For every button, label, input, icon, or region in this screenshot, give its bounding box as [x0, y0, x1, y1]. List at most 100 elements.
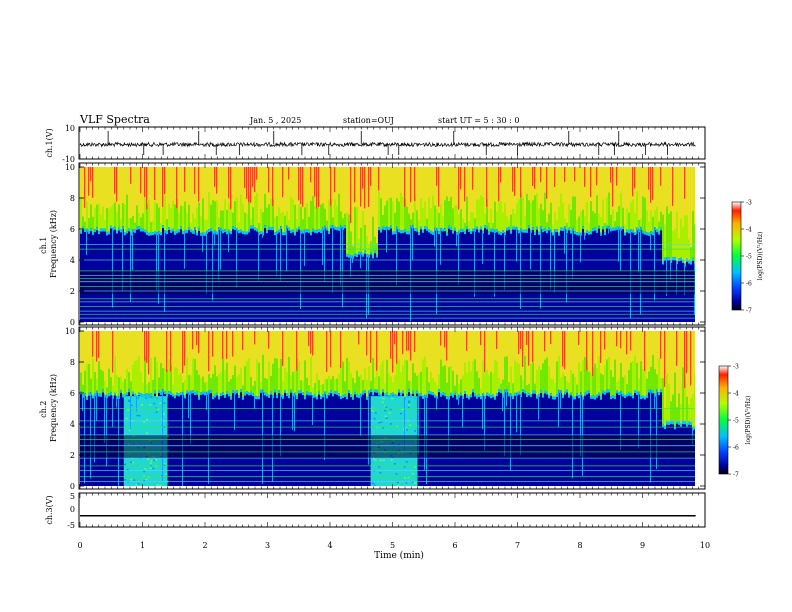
noise-column-upper: [236, 331, 238, 377]
noise-column-upper: [392, 167, 394, 202]
noise-column-upper: [600, 167, 602, 218]
noise-column-upper: [242, 331, 244, 386]
noise-column-upper: [210, 167, 212, 205]
noise-speckle: [390, 459, 393, 461]
sferic-burst: [282, 167, 284, 198]
noise-column-edge: [550, 393, 552, 397]
sferic-burst: [170, 331, 172, 372]
noise-column-edge: [370, 389, 372, 393]
sferic-streak: [236, 228, 237, 288]
noise-column-edge: [396, 394, 398, 398]
noise-column-upper: [208, 167, 210, 193]
noise-column-edge: [446, 396, 448, 400]
noise-speckle: [393, 463, 396, 465]
noise-speckle: [143, 470, 146, 473]
noise-column-upper: [336, 331, 338, 379]
sferic-streak: [638, 391, 639, 449]
noise-column-upper: [210, 331, 212, 379]
noise-column-edge: [412, 390, 414, 394]
noise-column-upper: [694, 331, 695, 374]
ch3-waveform-ylabel: ch.3(V): [45, 495, 54, 524]
noise-column-edge: [422, 395, 424, 399]
noise-speckle: [378, 422, 381, 424]
noise-column-edge: [198, 227, 200, 231]
noise-column-upper: [328, 167, 330, 200]
sferic-streak: [520, 228, 521, 309]
noise-column-upper: [596, 331, 598, 369]
noise-column-upper: [138, 167, 140, 213]
noise-speckle: [125, 417, 128, 420]
noise-column-upper: [244, 331, 246, 367]
noise-column-upper: [194, 331, 196, 360]
noise-column-edge: [308, 229, 310, 233]
noise-column: [658, 331, 660, 393]
noise-column-upper: [296, 167, 298, 220]
noise-column: [150, 331, 152, 394]
noise-column-edge: [478, 394, 480, 398]
noise-column: [276, 331, 278, 396]
noise-speckle: [149, 404, 152, 406]
noise-column-edge: [484, 225, 486, 229]
noise-column-edge: [116, 230, 118, 234]
noise-column: [406, 331, 408, 395]
sferic-streak: [112, 395, 113, 428]
sferic-burst: [546, 167, 548, 199]
sferic-burst: [370, 167, 372, 187]
noise-column-upper: [246, 331, 248, 361]
noise-column-upper: [538, 331, 540, 366]
noise-column-edge: [250, 225, 252, 229]
noise-column-upper: [408, 167, 410, 214]
noise-column-upper: [86, 331, 88, 365]
noise-column-edge: [404, 229, 406, 233]
noise-column-upper: [338, 331, 340, 374]
noise-column-edge: [178, 229, 180, 233]
noise-column-upper: [200, 167, 202, 217]
noise-column: [574, 167, 576, 232]
sferic-burst: [650, 167, 652, 203]
noise-column-upper: [658, 167, 660, 222]
ch2-ytick-label: 4: [70, 420, 75, 429]
noise-column: [578, 331, 580, 396]
noise-column: [474, 331, 476, 394]
noise-column-upper: [306, 167, 308, 204]
noise-column-edge: [142, 228, 144, 232]
noise-column-upper: [258, 331, 260, 363]
noise-column-edge: [690, 261, 692, 265]
noise-column: [208, 167, 210, 230]
noise-column-edge: [674, 426, 676, 430]
noise-column-edge: [266, 393, 268, 397]
sferic-burst: [318, 167, 320, 207]
noise-column-upper: [634, 167, 636, 213]
noise-column: [168, 331, 170, 392]
noise-speckle: [147, 458, 150, 461]
noise-column-upper: [248, 331, 250, 359]
noise-column-edge: [690, 422, 692, 426]
noise-column-upper: [80, 167, 82, 197]
noise-column-edge: [316, 230, 318, 234]
noise-column-edge: [172, 228, 174, 232]
noise-column: [288, 331, 290, 396]
noise-column-upper: [104, 167, 106, 220]
sferic-burst: [632, 167, 634, 197]
noise-column-upper: [382, 167, 384, 215]
noise-column-edge: [210, 228, 212, 232]
noise-column-edge: [246, 231, 248, 235]
noise-column-edge: [662, 261, 664, 265]
noise-column-edge: [622, 226, 624, 230]
noise-column-upper: [136, 331, 138, 360]
noise-column: [248, 331, 250, 393]
sferic-streak: [530, 229, 531, 270]
noise-column: [156, 331, 158, 397]
noise-column-upper: [240, 167, 242, 195]
noise-column-upper: [306, 331, 308, 378]
noise-column-edge: [490, 395, 492, 399]
sferic-streak: [580, 232, 581, 263]
noise-column-edge: [348, 254, 350, 258]
noise-column-edge: [476, 226, 478, 230]
noise-column-edge: [506, 227, 508, 231]
noise-column-edge: [312, 228, 314, 232]
sferic-streak: [572, 227, 573, 280]
noise-column-upper: [284, 167, 286, 216]
noise-speckle: [401, 408, 404, 411]
